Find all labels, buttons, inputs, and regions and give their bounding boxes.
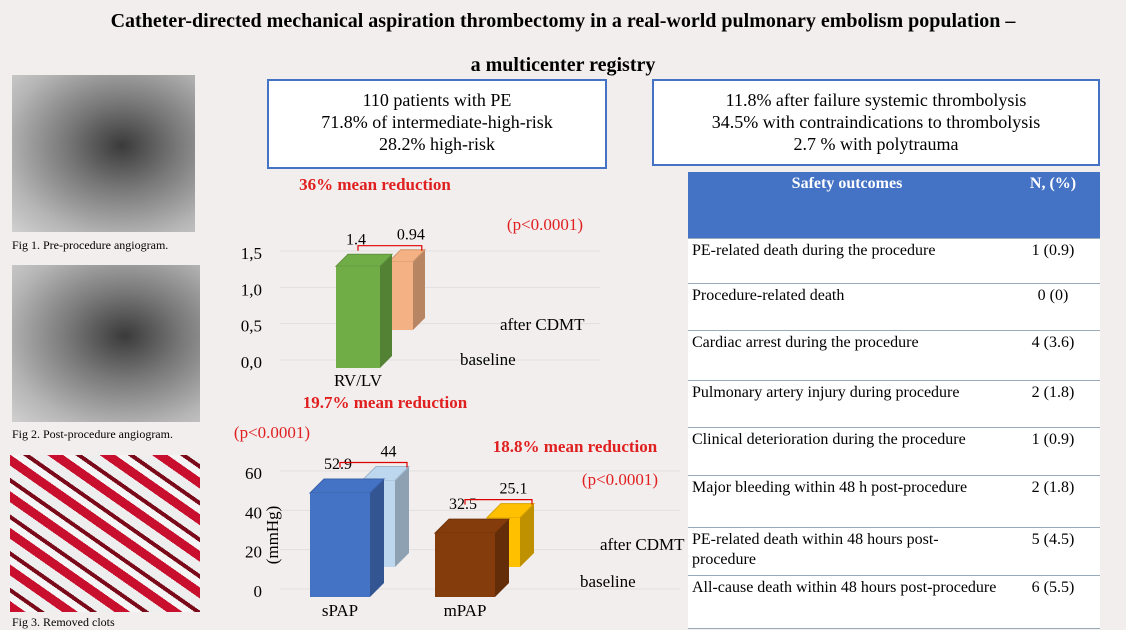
annotation: 36% mean reduction (299, 175, 451, 194)
y-axis-label: (mmHg) (263, 506, 282, 565)
x-tick-label: mPAP (444, 601, 487, 620)
poster: Catheter-directed mechanical aspiration … (0, 0, 1126, 628)
legend-label: after CDMT (500, 315, 585, 334)
legend-label: after CDMT (600, 535, 685, 554)
x-tick-label: RV/LV (334, 371, 383, 390)
y-tick-label: 40 (245, 503, 262, 522)
y-tick-label: 1,5 (241, 244, 262, 263)
legend-label: baseline (460, 350, 516, 369)
y-tick-label: 0,5 (241, 317, 262, 336)
value-label: 32.5 (449, 496, 477, 513)
value-label: 0.94 (397, 227, 425, 244)
bar (310, 493, 370, 597)
annotation: 18.8% mean reduction (493, 437, 658, 456)
bar-side (413, 250, 425, 330)
value-label: 25.1 (500, 481, 528, 498)
annotation: 19.7% mean reduction (303, 393, 468, 412)
y-tick-label: 20 (245, 543, 262, 562)
bar-side (395, 466, 409, 567)
y-tick-label: 1,0 (241, 280, 262, 299)
x-tick-label: sPAP (322, 601, 358, 620)
annotation: (p<0.0001) (234, 423, 310, 442)
annotation: (p<0.0001) (582, 470, 658, 489)
bar-side (370, 479, 384, 597)
y-tick-label: 0,0 (241, 353, 262, 372)
bar (435, 533, 495, 597)
annotation: (p<0.0001) (507, 215, 583, 234)
legend-label: baseline (580, 572, 636, 591)
value-label: 52.9 (324, 456, 352, 473)
value-label: 44 (381, 443, 397, 460)
bar (336, 266, 380, 368)
y-tick-label: 0 (254, 582, 263, 601)
charts: 0,00,51,01,50.94after CDMT1.4baselineRV/… (0, 0, 1126, 628)
bar-side (380, 254, 392, 368)
bar (389, 262, 413, 330)
y-tick-label: 60 (245, 464, 262, 483)
